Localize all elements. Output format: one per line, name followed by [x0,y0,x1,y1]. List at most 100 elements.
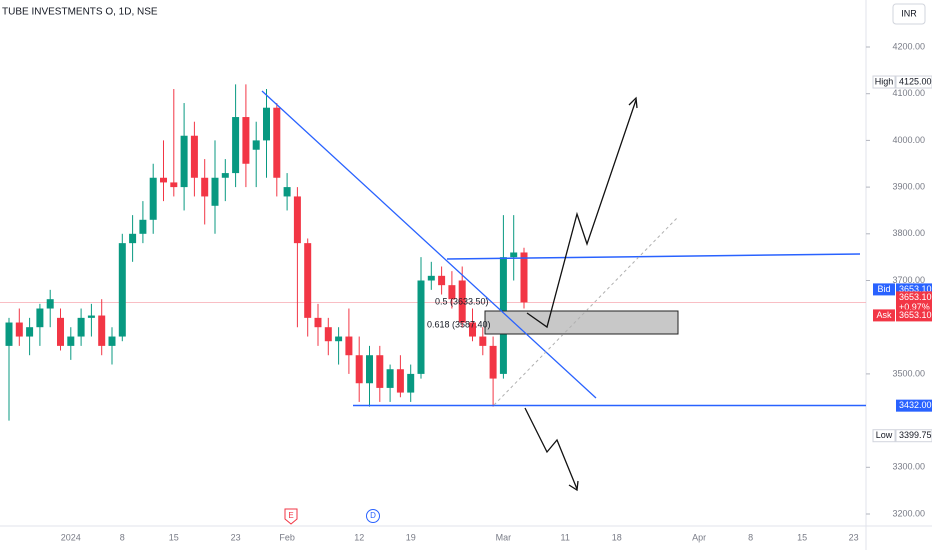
x-tick-label: 8 [120,532,125,542]
candle-body [263,107,270,141]
down-arrowhead [568,480,579,492]
x-tick-label: 8 [748,532,753,542]
x-tick-label: 18 [612,532,622,542]
price-marker [895,75,932,89]
price-marker-name-box [873,283,895,296]
candle-body [314,317,322,328]
candle-body [324,327,332,342]
candle-body [242,117,250,164]
price-marker-name-box [873,309,895,322]
x-tick-label: Feb [279,532,295,542]
x-tick-label: Mar [496,532,512,542]
candle-body [520,252,528,303]
candle-body [211,177,219,206]
candle-body [510,252,518,258]
candle-body [77,317,85,337]
x-tick-label: 12 [354,532,364,542]
candle-body [5,322,13,346]
candle-body [190,135,198,178]
earnings-marker [284,508,298,525]
candle-body [252,140,260,150]
y-tick-label: 3700.00 [892,275,925,285]
candle-body [407,373,415,393]
y-tick-label: 3300.00 [892,462,925,472]
y-tick-label: 3800.00 [892,228,925,238]
candle-body [417,280,425,374]
resistance-line [446,253,861,260]
candle-body [87,315,95,318]
price-marker-label: 3432.00 [899,400,932,410]
y-tick-label: 3900.00 [892,181,925,191]
candle-body [366,355,373,384]
y-tick-label: 4200.00 [892,41,925,51]
event-label: E [288,511,293,520]
y-tick-label: 3200.00 [892,508,925,518]
dashed-line [493,216,679,406]
x-tick-label: 23 [849,532,859,542]
price-marker-label: 3653.10 [899,284,932,294]
candle-body [273,107,281,178]
candle-body [46,299,54,309]
y-tick-label: 4000.00 [892,135,925,145]
candle-body [149,177,157,220]
currency-button[interactable] [892,3,926,25]
fib-label: 0.618 (3587.40) [427,319,491,329]
x-tick-label: 2024 [61,532,81,542]
price-marker-name: Bid [877,284,890,294]
candle-body [386,369,394,388]
down-arrow [524,407,578,490]
price-marker [896,291,932,314]
price-change: +0.97% [899,302,930,312]
candle-body [479,336,487,346]
candle-body [283,187,291,197]
price-marker-name-box [872,429,896,443]
candle-body [355,355,363,384]
candle-body [376,355,384,388]
candle-body [98,315,106,346]
candle-body [118,243,126,337]
fib-label: 0.5 (3633.50) [435,296,489,306]
dividend-marker [366,509,380,523]
x-tick-label: 11 [561,532,570,542]
candle-body [201,177,209,197]
candle-body [469,322,476,337]
candle-body [396,369,404,393]
candle-body [139,219,147,234]
price-marker [896,399,932,412]
x-tick-label: 23 [231,532,241,542]
candle-body [458,280,466,323]
candle-body [67,336,75,346]
up-arrow [526,99,637,329]
candle-body [180,135,188,188]
currency[interactable]: INR [901,8,917,18]
price-marker [895,429,932,443]
candle-body [304,243,312,318]
candle-body [448,285,456,300]
candle-body [36,308,44,328]
event-label: D [370,511,376,520]
candle-body [438,275,446,286]
up-arrowhead [628,96,638,109]
price-marker-name: Ask [876,310,892,320]
candle-body [335,336,343,342]
x-tick-label: 15 [797,532,807,542]
chart-title: TUBE INVESTMENTS O, 1D, NSE [2,7,158,18]
x-tick-label: 19 [406,532,416,542]
candle-body [232,117,240,174]
candle-body [427,275,435,281]
candle-body [129,233,137,244]
candle-body [489,345,497,379]
x-tick-label: 15 [169,532,179,542]
candle-body [15,322,23,337]
y-tick-label: 4100.00 [892,88,925,98]
price-marker-label: 3653.10 [899,292,932,302]
y-tick-label: 3500.00 [892,368,925,378]
price-marker [896,309,932,322]
price-marker-name: Low [876,430,893,440]
candle-body [26,327,34,337]
candle-body [108,336,116,346]
candle-body [345,336,353,356]
candle-body [293,196,301,244]
candle-body [221,173,229,178]
